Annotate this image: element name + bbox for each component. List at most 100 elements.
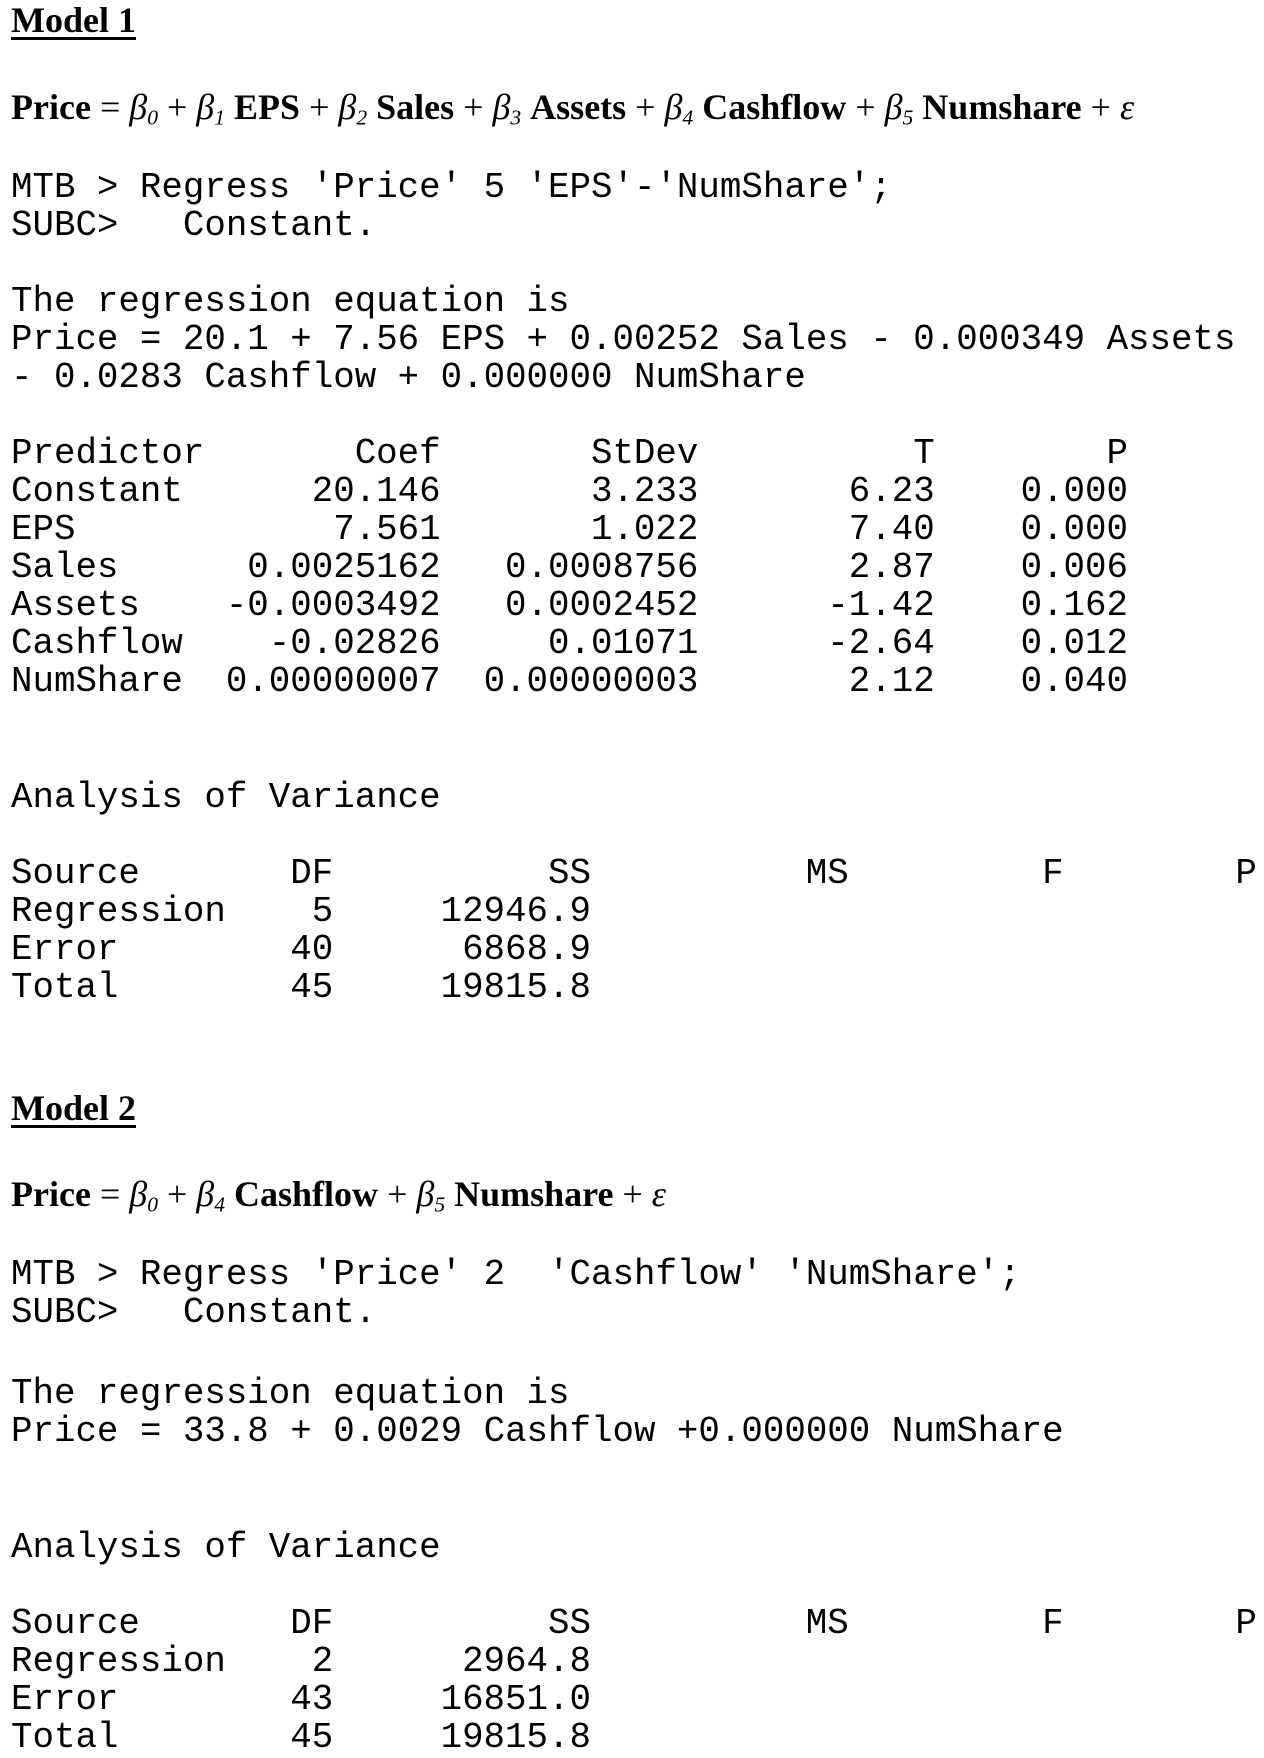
model2-anova-title: Analysis of Variance: [11, 1527, 441, 1568]
beta-subscript: 4: [682, 105, 694, 130]
table-cell: 20.146: [311, 471, 441, 512]
equation-lhs: Price: [11, 1174, 91, 1214]
equation-lhs: Price: [11, 87, 91, 127]
table-cell: Source: [11, 1603, 140, 1644]
command-line: MTB > Regress 'Price' 2 'Cashflow' 'NumS…: [11, 1254, 1021, 1295]
table-cell: 3.233: [590, 471, 699, 512]
table-cell: F: [1042, 853, 1064, 894]
table-cell: P: [1235, 1603, 1257, 1644]
table-cell: Regression: [11, 1641, 226, 1682]
beta-subscript: 4: [214, 1192, 226, 1217]
beta-symbol: β: [196, 87, 215, 127]
table-cell: Regression: [11, 891, 226, 932]
table-cell: Assets: [11, 585, 140, 626]
table-cell: -1.42: [827, 585, 935, 626]
table-row: Error 40 6868.9: [11, 931, 1257, 969]
model1-anova-table: Source DF SS MS F P Regression 5 12946.9 Error 40 6…: [11, 855, 1257, 1007]
table-cell: 2: [311, 1641, 334, 1682]
table-cell: 7.561: [333, 509, 441, 550]
command-line: MTB > Regress 'Price' 5 'EPS'-'NumShare'…: [11, 167, 892, 208]
table-cell: 5: [311, 891, 334, 932]
model1-command: MTB > Regress 'Price' 5 'EPS'-'NumShare'…: [11, 169, 892, 245]
model1-predictor-table: Predictor Coef StDev T P Constant 20.146 3.233 6…: [11, 435, 1128, 701]
beta-symbol: β: [884, 87, 903, 127]
text-line: The regression equation is: [11, 281, 570, 322]
table-cell: 0.0002452: [505, 585, 699, 626]
table-row: EPS 7.561 1.022 7.40 0.000: [11, 511, 1128, 549]
table-row: Total 45 19815.8: [11, 969, 1257, 1007]
beta-subscript: 0: [147, 1192, 158, 1217]
table-cell: 0.040: [1020, 661, 1129, 702]
error-term: ε: [1119, 87, 1135, 127]
equation-variable: Numshare: [922, 87, 1082, 127]
table-header-row: Predictor Coef StDev T P: [11, 435, 1128, 473]
table-cell: Error: [11, 1679, 119, 1720]
model1-anova-title: Analysis of Variance: [11, 777, 441, 818]
table-cell: -2.64: [827, 623, 935, 664]
table-cell: StDev: [590, 433, 699, 474]
command-line: SUBC> Constant.: [11, 205, 377, 246]
table-cell: 40: [290, 929, 334, 970]
table-cell: 6.23: [848, 471, 935, 512]
table-cell: F: [1042, 1603, 1064, 1644]
table-cell: 2964.8: [462, 1641, 591, 1682]
equation-variable: Sales: [376, 87, 455, 127]
table-cell: 19815.8: [440, 1717, 591, 1758]
table-cell: 6868.9: [462, 929, 591, 970]
model2-command: MTB > Regress 'Price' 2 'Cashflow' 'NumS…: [11, 1256, 1021, 1332]
table-row: Cashflow -0.02826 0.01071 -2.64 0.012: [11, 625, 1128, 663]
text-line: Price = 20.1 + 7.56 EPS + 0.00252 Sales …: [11, 319, 1236, 360]
equation-variable: Numshare: [454, 1174, 614, 1214]
beta-subscript: 5: [902, 105, 914, 130]
table-cell: 43: [290, 1679, 334, 1720]
table-cell: 1.022: [590, 509, 699, 550]
table-cell: 2.12: [848, 661, 935, 702]
text-line: The regression equation is: [11, 1373, 570, 1414]
equation-variable: Cashflow: [234, 1174, 379, 1214]
table-row: NumShare 0.00000007 0.00000003 2.12 0.040: [11, 663, 1128, 701]
beta-subscript: 0: [147, 105, 158, 130]
table-cell: 45: [290, 1717, 334, 1758]
table-cell: NumShare: [11, 661, 183, 702]
table-cell: P: [1235, 853, 1257, 894]
table-row: Regression 5 12946.9: [11, 893, 1257, 931]
table-row: Regression 2 2964.8: [11, 1643, 1257, 1681]
model2-anova-table: Source DF SS MS F P Regression 2 2964.8 Error 43 16…: [11, 1605, 1257, 1757]
beta-subscript: 2: [356, 105, 368, 130]
table-cell: -0.0003492: [225, 585, 441, 626]
table-cell: DF: [290, 853, 334, 894]
equation-variable: EPS: [234, 87, 301, 127]
table-cell: 16851.0: [440, 1679, 591, 1720]
table-cell: Source: [11, 853, 140, 894]
beta-symbol: β: [338, 87, 357, 127]
error-term: ε: [651, 1174, 666, 1214]
table-cell: 19815.8: [440, 967, 591, 1008]
table-cell: 7.40: [848, 509, 935, 550]
table-cell: SS: [548, 853, 591, 894]
table-cell: Total: [11, 967, 119, 1008]
table-cell: 0.000: [1020, 471, 1129, 512]
table-row: Total 45 19815.8: [11, 1719, 1257, 1757]
beta-symbol: β: [129, 87, 148, 127]
table-cell: 0.000: [1020, 509, 1129, 550]
table-cell: 0.012: [1020, 623, 1129, 664]
table-cell: Predictor: [11, 433, 205, 474]
model1-regression-equation: The regression equation is Price = 20.1 +…: [11, 283, 1235, 397]
beta-symbol: β: [196, 1174, 215, 1214]
table-cell: -0.02826: [268, 623, 441, 664]
model2-title: Model 2: [11, 1088, 136, 1128]
beta-symbol: β: [129, 1174, 148, 1214]
table-cell: 0.00000007: [225, 661, 441, 702]
beta-subscript: 5: [434, 1192, 446, 1217]
model2-regression-equation: The regression equation is Price = 33.8 +…: [11, 1375, 1064, 1451]
model1-title: Model 1: [11, 0, 136, 40]
table-row: Sales 0.0025162 0.0008756 2.87 0.006: [11, 549, 1128, 587]
beta-symbol: β: [664, 87, 683, 127]
beta-symbol: β: [416, 1174, 435, 1214]
table-cell: EPS: [11, 509, 76, 550]
table-cell: 12946.9: [440, 891, 591, 932]
table-cell: DF: [290, 1603, 334, 1644]
beta-subscript: 3: [510, 105, 522, 130]
table-cell: Constant: [11, 471, 183, 512]
model2-equation: Price = β0 + β4 Cashflow + β5 Numshare +…: [11, 1174, 666, 1217]
